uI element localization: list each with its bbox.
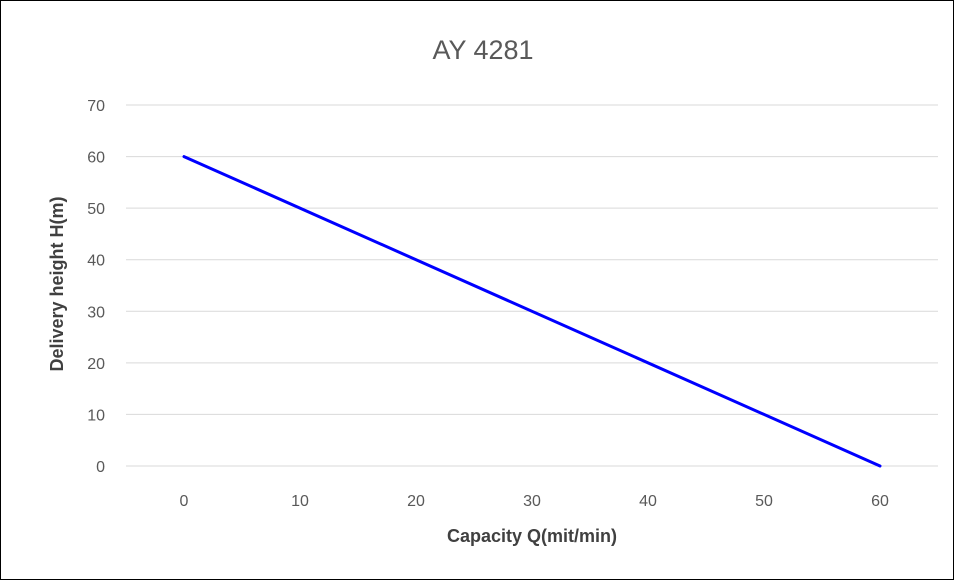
x-axis-ticks: 0 10 20 30 40 50 60 [180,493,889,510]
y-axis-ticks: 0 10 20 30 40 50 60 70 [87,98,105,476]
x-tick-label-10: 10 [291,493,309,510]
x-tick-label-50: 50 [755,493,773,510]
x-tick-label-20: 20 [407,493,425,510]
series-line-0 [182,155,882,468]
x-tick-label-60: 60 [871,493,889,510]
x-tick-label-0: 0 [180,493,189,510]
chart-title: AY 4281 [432,35,533,65]
y-axis-label: Delivery height H(m) [47,196,67,371]
y-tick-label-20: 20 [87,356,105,373]
y-tick-label-60: 60 [87,150,105,167]
y-tick-label-0: 0 [96,459,105,476]
gridlines [126,104,938,467]
y-tick-label-30: 30 [87,304,105,321]
y-tick-label-40: 40 [87,253,105,270]
y-tick-label-10: 10 [87,407,105,424]
y-tick-label-50: 50 [87,201,105,218]
series-layer [182,155,882,468]
x-tick-label-40: 40 [639,493,657,510]
y-tick-label-70: 70 [87,98,105,115]
x-tick-label-30: 30 [523,493,541,510]
x-axis-label: Capacity Q(mit/min) [447,526,617,546]
